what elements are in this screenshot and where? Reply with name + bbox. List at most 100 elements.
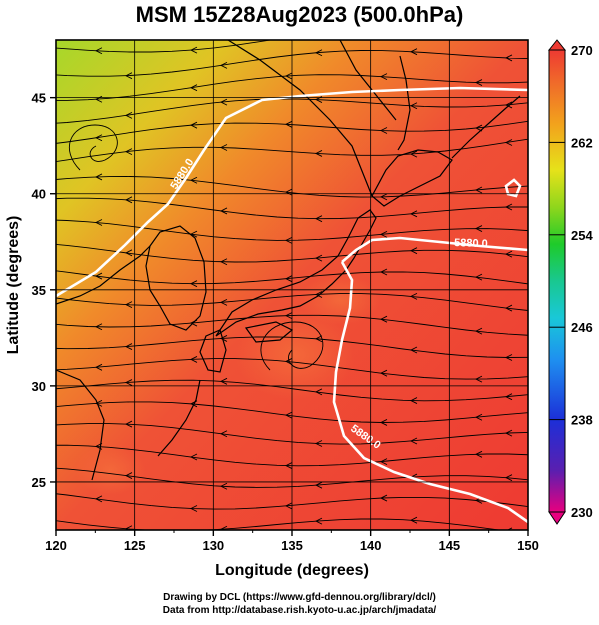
streamline (56, 98, 528, 124)
streamline-arrow-icon (474, 413, 483, 421)
coastline-kuril (451, 95, 521, 159)
streamline-vortex (260, 321, 324, 371)
streamline-arrow-icon (504, 304, 513, 312)
coastline-russia (227, 40, 397, 197)
streamline-arrow-icon (379, 315, 388, 323)
streamline-arrow-icon (124, 343, 133, 350)
streamline (56, 293, 528, 311)
colorbar-tick-label: 270 (571, 43, 593, 58)
streamline-arrow-icon (219, 207, 228, 215)
y-tick-label: 30 (32, 379, 46, 394)
streamline (56, 270, 528, 285)
streamline-arrow-icon (409, 102, 418, 110)
streamline-arrow-icon (474, 327, 483, 335)
streamline-arrow-icon (284, 502, 293, 510)
streamline (56, 40, 274, 53)
streamline-arrow-icon (94, 272, 103, 280)
streamline (56, 401, 528, 423)
streamline-arrow-icon (94, 47, 103, 55)
streamline-arrow-icon (219, 98, 228, 106)
colorbar: 270 262 254 246 238 230 (547, 39, 593, 525)
streamline-arrow-icon (189, 453, 198, 461)
streamline-arrow-icon (314, 254, 323, 262)
streamline-arrow-icon (504, 474, 513, 482)
streamline-arrow-icon (124, 379, 133, 386)
coastline-hokkaido (371, 149, 453, 207)
y-tick-label: 45 (32, 91, 46, 106)
credit-drawing: Drawing by DCL (https://www.gfd-dennou.o… (163, 592, 436, 603)
streamline-arrow-icon (189, 505, 198, 512)
streamline-vortex (68, 124, 118, 171)
streamline (56, 358, 528, 380)
streamline-arrow-icon (314, 215, 323, 223)
x-axis-ticks: 120 125 130 135 140 145 150 (45, 530, 539, 553)
streamline-arrow-icon (506, 527, 513, 530)
x-tick-label: 130 (202, 538, 224, 553)
streamline-arrow-icon (474, 273, 483, 281)
streamline (56, 197, 528, 220)
streamline-arrow-icon (504, 429, 513, 437)
x-axis-title: Longitude (degrees) (215, 562, 369, 579)
streamline (56, 379, 528, 402)
streamline-arrow-icon (189, 46, 198, 54)
streamline-arrow-icon (474, 186, 483, 194)
streamline-arrow-icon (409, 150, 418, 158)
streamline (56, 138, 528, 163)
streamline-arrow-icon (504, 203, 513, 211)
streamline-arrow-icon (219, 377, 228, 385)
streamline-arrow-icon (409, 210, 418, 218)
streamline-arrow-icon (474, 124, 483, 132)
streamline-arrow-icon (379, 73, 388, 80)
streamline-arrow-icon (314, 481, 323, 489)
streamline (56, 467, 528, 488)
streamline-arrow-icon (189, 319, 198, 327)
streamline-arrow-icon (314, 388, 323, 396)
streamline-arrow-icon (476, 26, 482, 32)
streamline-arrow-icon (284, 72, 293, 80)
y-axis-ticks: 25 30 35 40 45 (32, 91, 56, 490)
streamline-arrow-icon (124, 472, 133, 479)
streamline-arrow-icon (124, 249, 133, 257)
coastline-kyushu (199, 329, 227, 373)
streamline-arrow-icon (379, 268, 388, 276)
streamline-arrow-icon (219, 258, 228, 266)
streamline-arrow-icon (219, 430, 228, 438)
streamline-arrow-icon (284, 188, 293, 196)
streamline-arrow-icon (379, 494, 388, 502)
streamline-arrow-icon (124, 72, 133, 80)
x-tick-label: 125 (124, 538, 146, 553)
streamline-arrow-icon (314, 49, 323, 57)
streamline (56, 314, 528, 336)
credit-data: Data from http://database.rish.kyoto-u.a… (162, 605, 437, 616)
streamline-arrow-icon (314, 517, 323, 525)
streamline (56, 50, 528, 77)
streamline-arrow-icon (94, 323, 103, 331)
streamline-arrow-icon (409, 48, 418, 56)
streamline-arrow-icon (124, 420, 133, 428)
colorbar-tick-label: 254 (571, 228, 593, 243)
streamline-arrow-icon (94, 173, 103, 181)
streamline-arrow-icon (504, 54, 513, 62)
streamline-arrow-icon (124, 196, 133, 204)
streamline-arrow-icon (94, 219, 103, 226)
streamline (56, 336, 528, 358)
streamline-arrow-icon (189, 176, 198, 184)
streamline-arrow-icon (284, 411, 293, 419)
streamline-arrow-icon (379, 419, 388, 426)
streamline (56, 423, 528, 445)
streamline-arrow-icon (409, 292, 418, 300)
streamline (56, 74, 528, 101)
streamline-arrow-icon (314, 150, 323, 157)
streamline-arrow-icon (409, 437, 418, 445)
streamline (56, 493, 528, 510)
coastline-ryukyu (157, 379, 201, 457)
x-tick-label: 145 (438, 538, 460, 553)
streamline-arrow-icon (314, 335, 323, 343)
streamline-arrow-icon (124, 111, 133, 119)
streamline-arrow-icon (314, 291, 323, 298)
coastline-shikoku (244, 321, 294, 343)
credits: Drawing by DCL (https://www.gfd-dennou.o… (0, 591, 599, 617)
streamline-arrow-icon (94, 95, 103, 103)
contour-5880-middle (341, 236, 528, 263)
